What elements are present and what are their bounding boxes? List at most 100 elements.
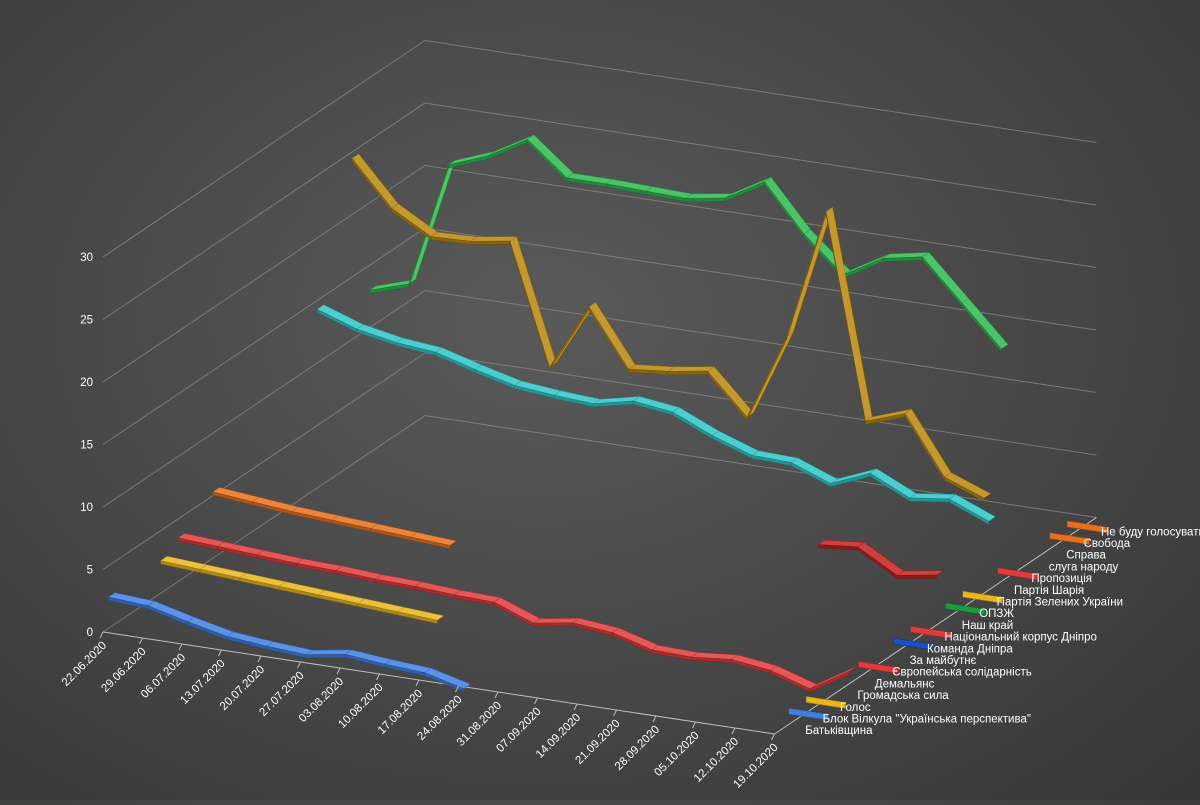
series-segment-top [764, 176, 811, 235]
depth-axis-label: Свобода [1084, 538, 1131, 550]
series-segment-top [843, 253, 890, 276]
x-tick-label: 28.09.2020 [613, 724, 662, 773]
x-tick-mark [336, 667, 341, 675]
depth-axis-label: Наш край [962, 620, 1013, 632]
depth-axis-label: слуга народу [1049, 561, 1119, 573]
series-swatch [910, 625, 951, 639]
series-13 [997, 567, 1038, 581]
depth-axis-label: Батьківщина [805, 725, 873, 737]
x-tick-mark [494, 691, 499, 699]
series-segment-top [305, 649, 353, 655]
series-segment-front [948, 498, 989, 525]
depth-axis-label: Голос [840, 702, 871, 714]
x-tick-mark [692, 721, 696, 729]
depth-axis-label: Національний корпус Дніпро [944, 632, 1097, 644]
series-segment-front [809, 670, 850, 693]
series-segment-front [896, 574, 937, 579]
x-tick-label: 24.08.2020 [415, 694, 464, 743]
series-segment-top [896, 570, 944, 576]
depth-axis-label: Демальянс [875, 678, 935, 690]
series-segment-front [667, 370, 708, 375]
series-5 [858, 661, 899, 674]
series-segment-top [487, 134, 535, 157]
series-1 [788, 707, 829, 721]
x-tick-label: 05.10.2020 [652, 730, 701, 779]
series-swatch [1049, 532, 1090, 545]
depth-axis-line [774, 517, 1097, 735]
series-segment-front [588, 306, 629, 373]
series-segment-top [526, 134, 574, 179]
x-tick-label: 06.07.2020 [139, 652, 188, 701]
depth-axis-label: Не буду голосувати [1101, 526, 1200, 538]
series-segment-front [746, 336, 787, 421]
series-segment-front [825, 211, 866, 425]
x-tick-mark [376, 673, 380, 681]
x-tick-mark [731, 727, 736, 735]
depth-axis-label: Блок Вілкула "Українська перспектива" [823, 713, 1031, 725]
series-3 [159, 556, 445, 624]
x-tick-label: 17.08.2020 [376, 688, 425, 737]
depth-axis-label: Європейська солідарність [892, 667, 1032, 679]
series-segment-front [509, 241, 550, 371]
series-segment-top [961, 298, 1009, 350]
depth-axis-label: Партія Зелених України [997, 596, 1123, 608]
series-segment-top [532, 618, 581, 624]
x-tick-label: 19.10.2020 [731, 742, 780, 791]
series-segment-top [724, 176, 772, 199]
series-2 [805, 696, 846, 709]
series-segment-top [684, 193, 733, 199]
x-tick-mark [455, 685, 459, 693]
gridline-10 [102, 290, 1097, 508]
x-tick-mark [771, 733, 775, 741]
series-segment-front [305, 654, 346, 659]
series-segment-top [316, 304, 364, 330]
y-tick-label: 5 [87, 565, 93, 577]
series-swatch [788, 707, 829, 721]
series-9 [817, 539, 944, 579]
x-axis-line [102, 631, 775, 735]
series-4 [177, 533, 857, 693]
series-segment-front [944, 476, 985, 502]
depth-axis-label: Громадська сила [857, 690, 949, 702]
x-tick-label: 14.09.2020 [534, 712, 583, 761]
series-swatch [858, 661, 899, 674]
y-tick-label: 10 [80, 502, 93, 514]
series-15 [369, 134, 1009, 353]
y-tick-label: 0 [87, 627, 93, 639]
series-segment-front [904, 412, 945, 481]
series-segment-front [487, 139, 528, 160]
series-segment-top [769, 665, 818, 690]
series-10 [945, 602, 986, 616]
series-segment-front [922, 256, 963, 307]
series-17 [1066, 520, 1107, 534]
y-axis-ticks: 0 5 10 15 20 25 30 [80, 252, 93, 639]
x-tick-label: 10.08.2020 [336, 682, 385, 731]
series-segment-front [843, 258, 884, 279]
series-segment-top [922, 252, 969, 304]
series-8 [910, 625, 951, 639]
x-tick-label: 03.08.2020 [297, 676, 346, 725]
depth-axis-label: Партія Шарія [1014, 585, 1084, 597]
series-segment-front [424, 672, 465, 693]
x-tick-mark [297, 661, 301, 669]
gridlines [102, 40, 1097, 633]
series-12 [316, 304, 996, 525]
x-tick-label: 20.07.2020 [218, 664, 267, 713]
x-tick-mark [257, 655, 262, 663]
series-segment-top [869, 468, 917, 499]
gridline-15 [102, 227, 1097, 445]
gridline-25 [102, 102, 1097, 320]
series-segment-top [469, 236, 518, 242]
series-segment-front [397, 611, 438, 624]
series-segment-top [825, 206, 873, 422]
depth-axis-label: Справа [1066, 550, 1106, 562]
y-tick-label: 20 [80, 377, 93, 389]
x-tick-label: 13.07.2020 [178, 658, 227, 707]
series-0 [107, 592, 472, 693]
series-segment-top [790, 457, 838, 484]
depth-axis-label: ОПЗЖ [979, 608, 1014, 620]
y-tick-label: 30 [80, 252, 93, 264]
series-segment-top [351, 153, 399, 209]
